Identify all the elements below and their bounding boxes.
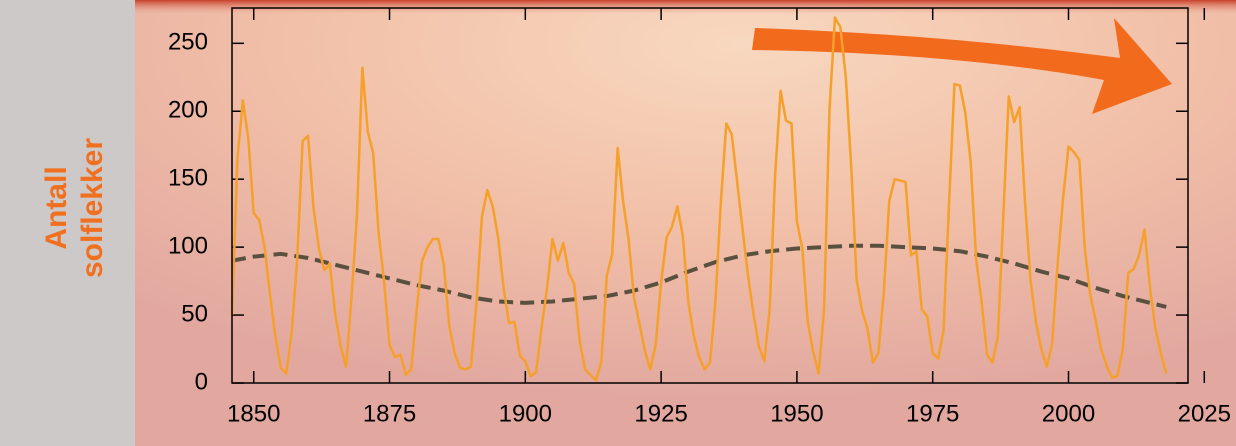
y-axis-label: Antall solflekker: [40, 138, 109, 278]
y-tick-label: 0: [195, 368, 208, 395]
y-tick-label: 50: [181, 300, 208, 327]
trend-line: [231, 243, 1167, 309]
x-tick-label: 2025: [1178, 400, 1231, 427]
x-tick-label: 2000: [1042, 400, 1095, 427]
y-axis-label-line: solflekker: [76, 138, 109, 278]
x-tick-label: 1875: [363, 400, 416, 427]
y-tick-label: 150: [168, 165, 208, 192]
top-band: [135, 0, 1236, 14]
y-axis-label-line: Antall: [40, 166, 73, 249]
y-tick-label: 250: [168, 29, 208, 56]
x-tick-label: 1850: [227, 400, 280, 427]
y-tick-label: 200: [168, 97, 208, 124]
x-tick-label: 1975: [906, 400, 959, 427]
x-tick-label: 1950: [770, 400, 823, 427]
plot-frame: [231, 7, 1189, 384]
x-tick-label: 1925: [634, 400, 687, 427]
plot: 0 50 100 150 200 250 1850 1875 1900 1925 1950 1975 2…: [168, 7, 1231, 427]
y-tick-label: 100: [168, 232, 208, 259]
sun-background: [135, 0, 1236, 446]
sunspot-line: [230, 16, 1168, 382]
x-tick-label: 1900: [499, 400, 552, 427]
arrow: [752, 18, 1172, 114]
